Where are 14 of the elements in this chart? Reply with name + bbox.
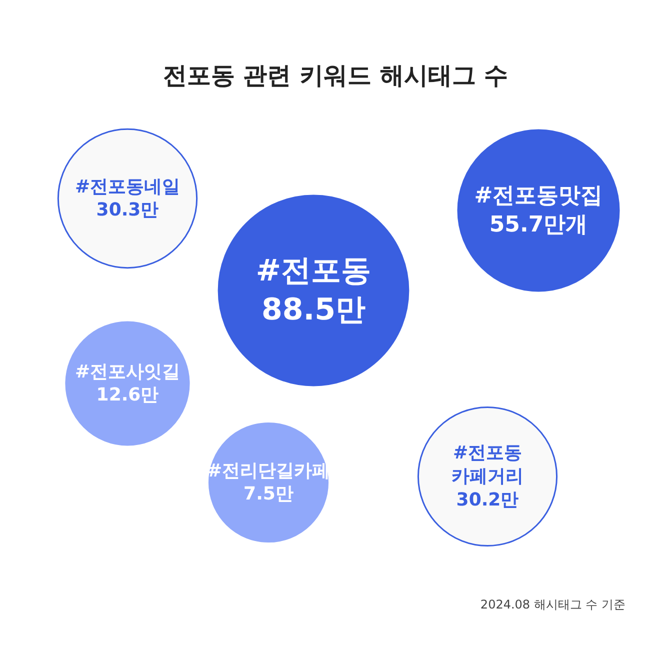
data-label: 88.5만	[261, 292, 366, 328]
text: 2024.08 해시태그 수 기준	[480, 598, 626, 612]
data-label: 7.5만	[244, 484, 294, 505]
data-label: 30.2만	[456, 489, 519, 510]
category-label: #전포사잇길	[74, 361, 180, 382]
category-label: #전포동 카페거리	[452, 442, 524, 487]
category-label: #전포동맛집	[474, 184, 603, 209]
data-label: 12.6만	[96, 384, 159, 406]
data-label: 55.7만개	[489, 212, 588, 238]
category-label: #전포동	[256, 254, 372, 288]
category-label: #전리단길카페	[206, 460, 330, 482]
text: 전포동 관련 키워드 해시태그 수	[162, 62, 508, 90]
category-label: #전포동네일	[74, 176, 180, 198]
data-label: 30.3만	[96, 200, 159, 221]
